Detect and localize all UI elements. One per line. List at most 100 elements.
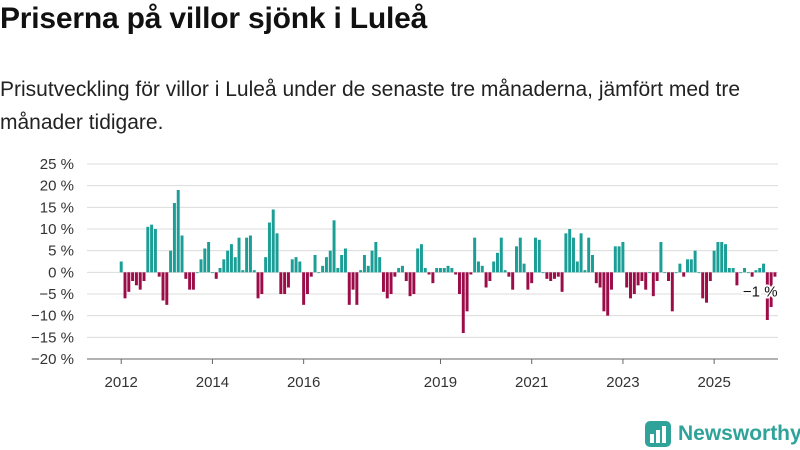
bar <box>286 272 290 288</box>
bar <box>309 272 313 277</box>
bar <box>442 268 446 273</box>
bar <box>454 272 458 275</box>
bar <box>313 255 317 273</box>
bar <box>260 272 264 294</box>
bar <box>378 257 382 273</box>
bar <box>138 272 142 290</box>
bar <box>321 265 325 273</box>
bar <box>720 242 724 273</box>
bar <box>602 272 606 312</box>
bar <box>712 250 716 273</box>
bar <box>716 242 720 273</box>
bar <box>131 272 135 281</box>
y-tick-label: −10 % <box>31 308 74 325</box>
x-tick-label: 2014 <box>196 374 229 391</box>
bar <box>682 272 686 277</box>
bar <box>450 268 454 273</box>
bar <box>746 272 750 274</box>
bar <box>267 222 271 273</box>
bar <box>697 272 701 274</box>
bar <box>515 246 518 273</box>
bar <box>412 272 416 294</box>
bar <box>484 272 488 288</box>
bar <box>343 248 347 273</box>
bar <box>537 239 541 273</box>
bar <box>686 259 689 273</box>
bar <box>210 272 214 274</box>
x-tick-label: 2021 <box>515 374 548 391</box>
bar <box>222 259 226 273</box>
chart-subtitle: Prisutveckling för villor i Luleå under … <box>0 78 741 134</box>
bar <box>625 272 629 288</box>
bar <box>640 272 644 281</box>
bar <box>526 272 530 290</box>
bar <box>435 268 439 273</box>
bar <box>568 229 572 273</box>
bar <box>511 272 515 290</box>
bar <box>317 272 321 274</box>
bar <box>416 248 420 273</box>
bar <box>659 242 663 273</box>
bar <box>119 261 123 273</box>
bar <box>724 244 727 273</box>
newsworthy-logo[interactable]: Newsworthy <box>645 419 800 449</box>
bar <box>488 272 492 281</box>
bar <box>534 237 537 273</box>
bar <box>203 248 207 273</box>
bar <box>648 272 651 274</box>
bar <box>366 265 370 273</box>
bar <box>496 252 499 273</box>
bar <box>769 272 773 307</box>
bar <box>180 235 184 273</box>
bar <box>161 272 165 301</box>
bar <box>302 272 306 305</box>
bar <box>610 272 613 290</box>
bar <box>705 272 708 303</box>
bar <box>693 250 697 273</box>
bar <box>507 272 511 277</box>
bar <box>351 272 355 290</box>
y-tick-label: 10 % <box>40 221 74 238</box>
bar <box>431 272 435 284</box>
bar <box>150 224 154 273</box>
grid-lines <box>87 163 778 338</box>
bar <box>503 270 507 273</box>
bar <box>541 272 545 274</box>
x-axis-ticks: 2012 2014 2016 2019 2021 2023 2025 <box>105 359 731 391</box>
bar <box>762 263 766 273</box>
bar <box>305 272 309 294</box>
bar <box>758 268 762 273</box>
bar <box>362 255 366 273</box>
y-tick-label: −5 % <box>39 286 74 303</box>
bar <box>530 272 534 284</box>
bar <box>328 250 332 273</box>
bar <box>480 265 484 273</box>
bar <box>256 272 260 299</box>
bar <box>419 244 423 273</box>
bar <box>275 233 279 273</box>
bar <box>283 272 287 294</box>
bar <box>689 259 693 273</box>
bar <box>701 272 705 299</box>
bar <box>754 270 758 273</box>
bar <box>218 268 222 273</box>
bar <box>393 272 397 277</box>
bar <box>465 272 469 312</box>
bar <box>579 233 583 273</box>
bar <box>271 209 275 273</box>
bar <box>127 272 131 292</box>
bar <box>553 272 556 279</box>
bar <box>370 250 374 273</box>
bar <box>184 272 188 279</box>
bar <box>226 250 230 273</box>
y-tick-label: 15 % <box>40 199 74 216</box>
bar <box>404 272 408 281</box>
y-tick-label: 25 % <box>40 156 74 173</box>
y-tick-label: −20 % <box>31 351 74 368</box>
bar <box>594 272 598 284</box>
bar <box>153 229 157 273</box>
bar <box>298 261 302 273</box>
bar <box>389 272 393 294</box>
bar <box>165 272 169 305</box>
x-tick-label: 2012 <box>105 374 138 391</box>
